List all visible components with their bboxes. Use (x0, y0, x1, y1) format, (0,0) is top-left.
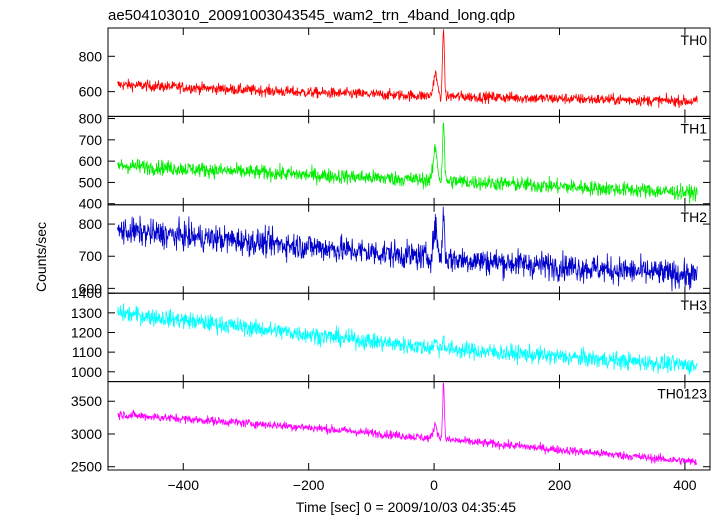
y-tick-label: 3500 (71, 393, 102, 409)
x-axis-label: Time [sec] 0 = 2009/10/03 04:35:45 (296, 499, 516, 515)
y-tick-label: 2500 (71, 459, 102, 475)
series-line-th2 (117, 206, 698, 292)
panel-th3: 1000 1100 1200 1300 1400 TH3 (71, 285, 711, 383)
panel-frame (107, 381, 711, 471)
y-tick-label: 1300 (71, 305, 102, 321)
x-tick-label: 400 (673, 477, 697, 493)
panel-th2: 600 700 800 TH2 (79, 204, 711, 296)
panel-label-th0123: TH0123 (657, 386, 707, 402)
series-line-th1 (117, 122, 698, 205)
panel-th0: 600 800 TH0 (79, 27, 711, 117)
panels-layer: 600 800 TH0 400 500 600 700 800 TH1 600 700 800 TH2 1… (71, 27, 711, 493)
x-tick-label: −200 (293, 477, 325, 493)
panel-label-th3: TH3 (681, 297, 708, 313)
y-tick-label: 1000 (71, 364, 102, 380)
y-tick-label: 3000 (71, 426, 102, 442)
y-tick-label: 1200 (71, 324, 102, 340)
y-tick-label: 700 (79, 132, 103, 148)
y-tick-label: 600 (79, 84, 103, 100)
y-axis-label: Counts/sec (33, 222, 49, 292)
panel-label-th0: TH0 (681, 32, 708, 48)
chart-title: ae504103010_20091003043545_wam2_trn_4ban… (108, 7, 515, 24)
x-tick-label: −400 (167, 477, 199, 493)
series-line-th3 (117, 303, 698, 375)
panel-th1: 400 500 600 700 800 TH1 (79, 111, 711, 212)
series-line-th0123 (117, 382, 698, 467)
series-line-th0 (117, 29, 698, 109)
y-tick-label: 600 (79, 280, 103, 296)
y-tick-label: 800 (79, 48, 103, 64)
x-tick-label: 200 (548, 477, 572, 493)
y-tick-label: 400 (79, 196, 103, 212)
panel-frame (107, 292, 711, 383)
panel-label-th2: TH2 (681, 209, 708, 225)
y-tick-label: 500 (79, 174, 103, 190)
y-tick-label: 800 (79, 216, 103, 232)
y-tick-label: 1100 (72, 344, 102, 360)
panel-frame (107, 204, 711, 294)
x-tick-label: 0 (430, 477, 438, 493)
y-tick-label: 800 (79, 111, 103, 127)
y-tick-label: 1400 (71, 285, 102, 301)
y-tick-label: 600 (79, 153, 103, 169)
panel-th0123: 2500 3000 3500 TH0123 −400 −200 0 200 400 (71, 381, 711, 493)
y-tick-label: 700 (79, 248, 103, 264)
panel-label-th1: TH1 (681, 120, 708, 136)
